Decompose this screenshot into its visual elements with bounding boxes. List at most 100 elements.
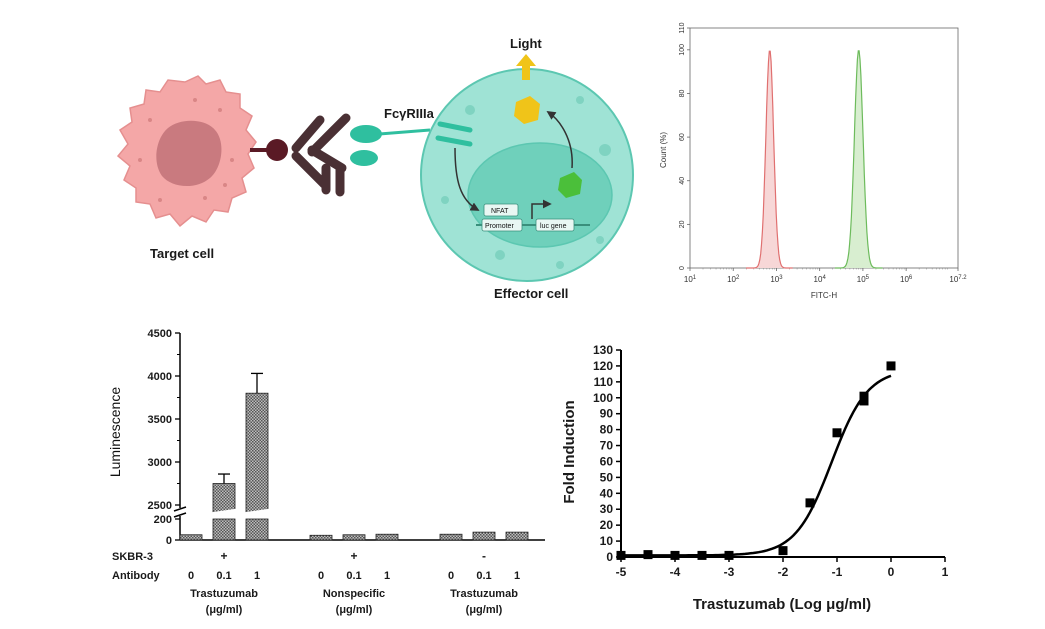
dose-label: 0: [188, 570, 194, 582]
bar-break-gap: [209, 510, 239, 518]
dr-x-tick-label: -2: [778, 565, 789, 579]
bar: [309, 534, 333, 541]
bar: [245, 392, 269, 514]
hist-y-tick-label: 80: [679, 89, 686, 97]
nfat-box: [483, 203, 519, 217]
hist-series-line: [746, 50, 793, 269]
target-nucleus: [156, 120, 222, 187]
dr-x-tick-label: 0: [888, 565, 895, 579]
bar: [179, 534, 203, 541]
antibody-icon: [291, 113, 351, 197]
hist-series-fill: [834, 50, 883, 269]
axis-break-mark: [173, 506, 187, 512]
bar-y-tick-label: 2500: [148, 500, 172, 512]
bar: [342, 534, 366, 541]
dr-y-tick-label: 120: [593, 359, 613, 373]
promoter-box: [481, 218, 523, 232]
bar-y-tick-label: 3500: [148, 414, 172, 426]
nfat-label: NFAT: [491, 208, 509, 215]
luciferase-yellow-icon: [514, 96, 540, 124]
light-label: Light: [510, 36, 542, 51]
hist-y-tick-label: 100: [679, 44, 686, 56]
dose-label: 0.1: [216, 570, 231, 582]
bar: [472, 531, 496, 541]
dr-data-point: [832, 428, 842, 438]
bar-y-tick-label: 3000: [148, 457, 172, 469]
dr-data-point: [643, 550, 653, 560]
dr-y-tick-label: 50: [600, 470, 614, 484]
hist-x-tick-label: 107.2: [949, 275, 967, 284]
hist-x-tick-label: 106: [900, 275, 913, 284]
dr-data-point: [859, 391, 869, 401]
dose-label: 1: [254, 570, 260, 582]
antibody-name: Nonspecific: [323, 588, 385, 600]
fc-receptor-icon: [350, 125, 431, 166]
dr-y-axis-label: Fold Induction: [561, 400, 578, 503]
hist-x-tick-label: 102: [727, 275, 740, 284]
bar-break-gap: [242, 510, 272, 518]
dr-x-tick-label: -4: [670, 565, 681, 579]
antigen: [266, 139, 288, 161]
hist-x-axis-label: FITC-H: [811, 291, 837, 300]
antibody-unit: (μg/ml): [206, 604, 243, 616]
dr-y-tick-label: 0: [606, 550, 613, 564]
antibody-unit: (μg/ml): [466, 604, 503, 616]
bar-break-gap: [242, 508, 272, 516]
hist-frame: [689, 27, 959, 269]
bar-y-axis-label: Luminescence: [107, 387, 123, 477]
hist-x-tick-label: 105: [857, 275, 870, 284]
bar-y-tick-label: 4000: [148, 371, 172, 383]
hist-y-tick-label: 40: [679, 177, 686, 185]
adcc-diagram: FcγRIIIa NFAT Promoter luc gene Light Ta…: [116, 36, 634, 301]
dose-label: 0: [318, 570, 324, 582]
dr-y-tick-label: 130: [593, 343, 613, 357]
dr-data-point: [886, 361, 896, 371]
bar: [212, 483, 236, 514]
receptor-label: FcγRIIIa: [384, 106, 435, 121]
dr-fit-curve: [621, 374, 892, 557]
skbr3-sign: +: [220, 549, 227, 563]
target-cell-dots: [138, 98, 234, 202]
hist-y-tick-label: 60: [679, 133, 686, 141]
hist-y-tick-label: 20: [679, 220, 686, 228]
receptor-in-membrane: [435, 121, 473, 147]
dr-x-tick-label: -5: [616, 565, 627, 579]
bar-y-tick-label: 4500: [148, 328, 172, 340]
dr-data-point: [805, 498, 815, 508]
axis-break-mark: [173, 512, 187, 518]
hist-y-tick-label: 110: [679, 22, 686, 33]
dr-y-tick-label: 110: [594, 375, 614, 389]
row-label-skbr: SKBR-3: [112, 551, 153, 563]
row-label-antibody: Antibody: [112, 570, 161, 582]
transcription-arrow: [531, 199, 552, 219]
dr-y-tick-label: 40: [600, 486, 614, 500]
dr-data-point: [670, 550, 680, 560]
dr-y-tick-label: 80: [600, 423, 614, 437]
dr-data-point: [859, 396, 869, 406]
hist-x-tick-label: 103: [770, 275, 783, 284]
hist-series-line: [834, 50, 883, 269]
dose-label: 0.1: [476, 570, 491, 582]
skbr3-sign: -: [482, 549, 486, 563]
target-cell-label: Target cell: [150, 246, 214, 261]
luc-box: [535, 218, 575, 232]
light-arrow-icon: [516, 54, 536, 80]
luciferase-green-icon: [558, 172, 582, 198]
effector-cell-label: Effector cell: [494, 286, 568, 301]
dr-data-point: [778, 546, 788, 556]
bar: [505, 531, 529, 541]
dose-label: 1: [384, 570, 390, 582]
antibody-unit: (μg/ml): [336, 604, 373, 616]
dr-y-tick-label: 10: [600, 534, 614, 548]
hist-x-tick-label: 101: [684, 275, 697, 284]
dose-label: 0: [448, 570, 454, 582]
dr-x-tick-label: -3: [724, 565, 735, 579]
dr-x-axis-label: Trastuzumab (Log μg/ml): [693, 596, 871, 613]
bar: [439, 533, 463, 541]
hist-series-fill: [745, 51, 793, 269]
luc-label: luc gene: [540, 223, 567, 230]
dose-label: 1: [514, 570, 520, 582]
